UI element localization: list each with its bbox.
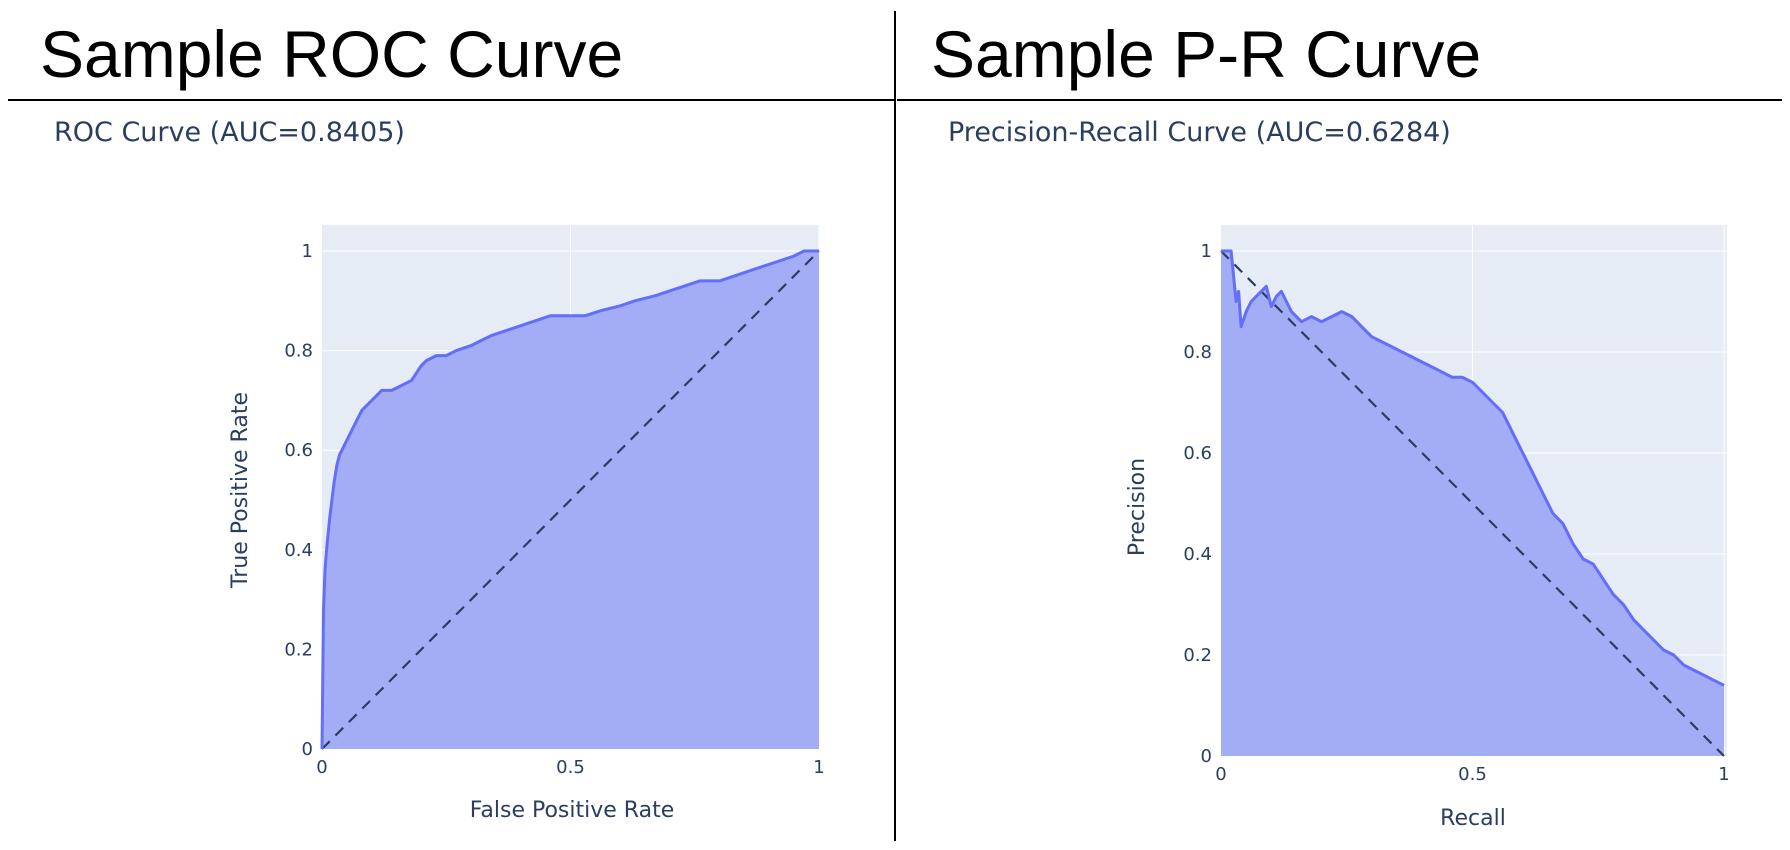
pr-chart-title: Precision-Recall Curve (AUC=0.6284) <box>948 117 1451 148</box>
pr-x-tick-label: 0.5 <box>1458 764 1487 785</box>
pr-y-tick-label: 0.8 <box>1183 342 1212 363</box>
left-heading-rule <box>8 99 895 101</box>
roc-y-tick-label: 0.2 <box>284 639 313 660</box>
roc-chart: ROC Curve (AUC=0.8405) 0 0.5 1 0 0.2 0.4 0.6 0.… <box>54 117 825 823</box>
pr-reference-line <box>1220 250 1725 757</box>
pr-slide-heading: Sample P-R Curve <box>931 17 1482 91</box>
right-heading-rule <box>897 99 1782 101</box>
roc-y-tick-label: 0 <box>302 739 313 760</box>
left-slide-panel: Sample ROC Curve <box>40 17 624 91</box>
roc-y-tick-label: 1 <box>302 241 313 262</box>
pr-x-tick-label: 0 <box>1215 764 1226 785</box>
roc-curve-line <box>320 249 819 750</box>
pr-y-tick-label: 0 <box>1201 746 1212 767</box>
roc-y-tick-label: 0.4 <box>284 540 313 561</box>
pr-y-axis-label: Precision <box>1125 458 1150 556</box>
pr-curve-line <box>1221 249 1725 687</box>
roc-slide-heading: Sample ROC Curve <box>40 17 624 91</box>
roc-reference-line <box>321 250 820 750</box>
panel-divider <box>894 11 896 841</box>
roc-y-tick-label: 0.8 <box>284 341 313 362</box>
pr-plot-area: 0 0.5 1 0 0.2 0.4 0.6 0.8 1 <box>1183 225 1730 785</box>
roc-x-tick-label: 0 <box>316 757 327 778</box>
roc-x-axis-label: False Positive Rate <box>470 798 674 823</box>
pr-y-tick-label: 0.4 <box>1183 544 1212 565</box>
roc-y-axis-label: True Positive Rate <box>228 392 253 589</box>
right-slide-panel: Sample P-R Curve <box>897 0 1790 850</box>
pr-x-axis-label: Recall <box>1440 806 1506 831</box>
pr-y-tick-label: 1 <box>1201 241 1212 262</box>
pr-x-tick-label: 1 <box>1718 764 1729 785</box>
roc-x-tick-label: 1 <box>813 757 824 778</box>
roc-plot-area: 0 0.5 1 0 0.2 0.4 0.6 0.8 1 <box>284 225 825 778</box>
roc-chart-title: ROC Curve (AUC=0.8405) <box>54 117 405 148</box>
pr-y-tick-label: 0.6 <box>1183 443 1212 464</box>
roc-x-tick-label: 0.5 <box>556 757 585 778</box>
roc-y-tick-label: 0.6 <box>284 440 313 461</box>
pr-y-tick-label: 0.2 <box>1183 645 1212 666</box>
